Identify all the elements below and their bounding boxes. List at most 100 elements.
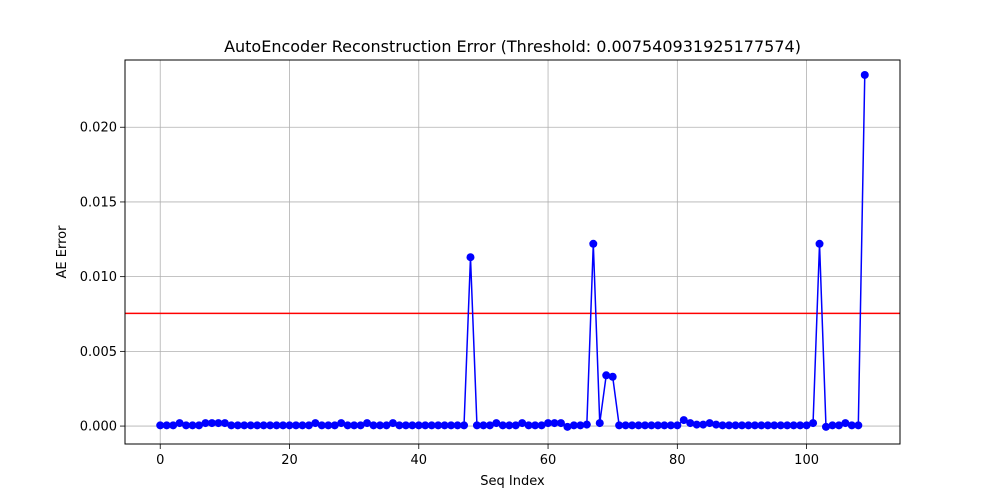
data-point — [763, 421, 772, 430]
data-point — [434, 421, 443, 430]
data-point — [240, 421, 249, 430]
data-point — [188, 421, 197, 430]
y-tick-label: 0.005 — [80, 345, 117, 360]
data-point — [472, 421, 481, 430]
y-tick-label: 0.015 — [80, 195, 117, 210]
x-tick-label: 100 — [794, 453, 819, 468]
x-tick-label: 20 — [281, 453, 298, 468]
data-point — [518, 419, 527, 428]
data-point — [796, 421, 805, 430]
data-point — [169, 421, 178, 430]
data-point — [498, 421, 507, 430]
data-point — [770, 421, 779, 430]
data-point — [802, 421, 811, 430]
data-point — [757, 421, 766, 430]
data-point — [563, 422, 572, 431]
data-point — [427, 421, 436, 430]
data-point — [828, 421, 837, 430]
data-point — [841, 419, 850, 428]
data-point — [750, 421, 759, 430]
data-point — [285, 421, 294, 430]
data-point — [634, 421, 643, 430]
data-point — [156, 421, 165, 430]
data-point — [350, 421, 359, 430]
data-point — [207, 419, 216, 428]
data-point — [298, 421, 307, 430]
data-point — [679, 416, 688, 425]
chart-title: AutoEncoder Reconstruction Error (Thresh… — [224, 37, 801, 56]
data-point — [291, 421, 300, 430]
data-point — [505, 421, 514, 430]
data-point — [485, 421, 494, 430]
y-axis-label: AE Error — [55, 225, 70, 279]
x-axis-label: Seq Index — [480, 474, 545, 489]
data-point — [375, 421, 384, 430]
data-point — [311, 419, 320, 428]
data-point — [388, 419, 397, 428]
data-point — [673, 421, 682, 430]
data-point — [815, 239, 824, 248]
data-point — [660, 421, 669, 430]
data-point — [582, 420, 591, 429]
data-point — [847, 421, 856, 430]
data-point — [621, 421, 630, 430]
data-point — [492, 419, 501, 428]
data-point — [414, 421, 423, 430]
data-point — [363, 419, 372, 428]
data-point — [330, 421, 339, 430]
data-point — [595, 419, 604, 428]
series-layer — [156, 70, 869, 431]
data-point — [712, 420, 721, 429]
data-point — [860, 70, 869, 79]
data-point — [162, 421, 171, 430]
data-point — [731, 421, 740, 430]
x-tick-label: 0 — [156, 453, 164, 468]
x-tick-label: 40 — [411, 453, 428, 468]
data-point — [666, 421, 675, 430]
plot-frame — [124, 59, 901, 445]
data-point — [201, 419, 210, 428]
data-point — [737, 421, 746, 430]
data-point — [460, 421, 469, 430]
data-point — [821, 422, 830, 431]
data-point — [699, 420, 708, 429]
data-point — [692, 420, 701, 429]
data-point — [789, 421, 798, 430]
data-point — [272, 421, 281, 430]
data-point — [615, 421, 624, 430]
data-point — [304, 421, 313, 430]
data-point — [382, 421, 391, 430]
data-point — [725, 421, 734, 430]
data-point — [854, 421, 863, 430]
data-point — [401, 421, 410, 430]
data-point — [279, 421, 288, 430]
data-point — [537, 421, 546, 430]
data-point — [447, 421, 456, 430]
data-point — [602, 371, 611, 380]
data-point — [246, 421, 255, 430]
data-point — [369, 421, 378, 430]
data-point — [343, 421, 352, 430]
data-point — [544, 419, 553, 428]
data-point — [550, 419, 559, 428]
data-point — [511, 421, 520, 430]
data-point — [718, 421, 727, 430]
data-point — [834, 421, 843, 430]
data-point — [466, 253, 475, 262]
data-point — [220, 419, 229, 428]
data-point — [776, 421, 785, 430]
data-point — [408, 421, 417, 430]
data-point — [569, 421, 578, 430]
data-point — [556, 419, 565, 428]
data-point — [214, 419, 223, 428]
data-point — [195, 421, 204, 430]
data-point — [524, 421, 533, 430]
data-point — [479, 421, 488, 430]
data-point — [175, 419, 184, 428]
data-point — [324, 421, 333, 430]
data-point — [337, 419, 346, 428]
data-point — [576, 421, 585, 430]
data-point — [182, 421, 191, 430]
